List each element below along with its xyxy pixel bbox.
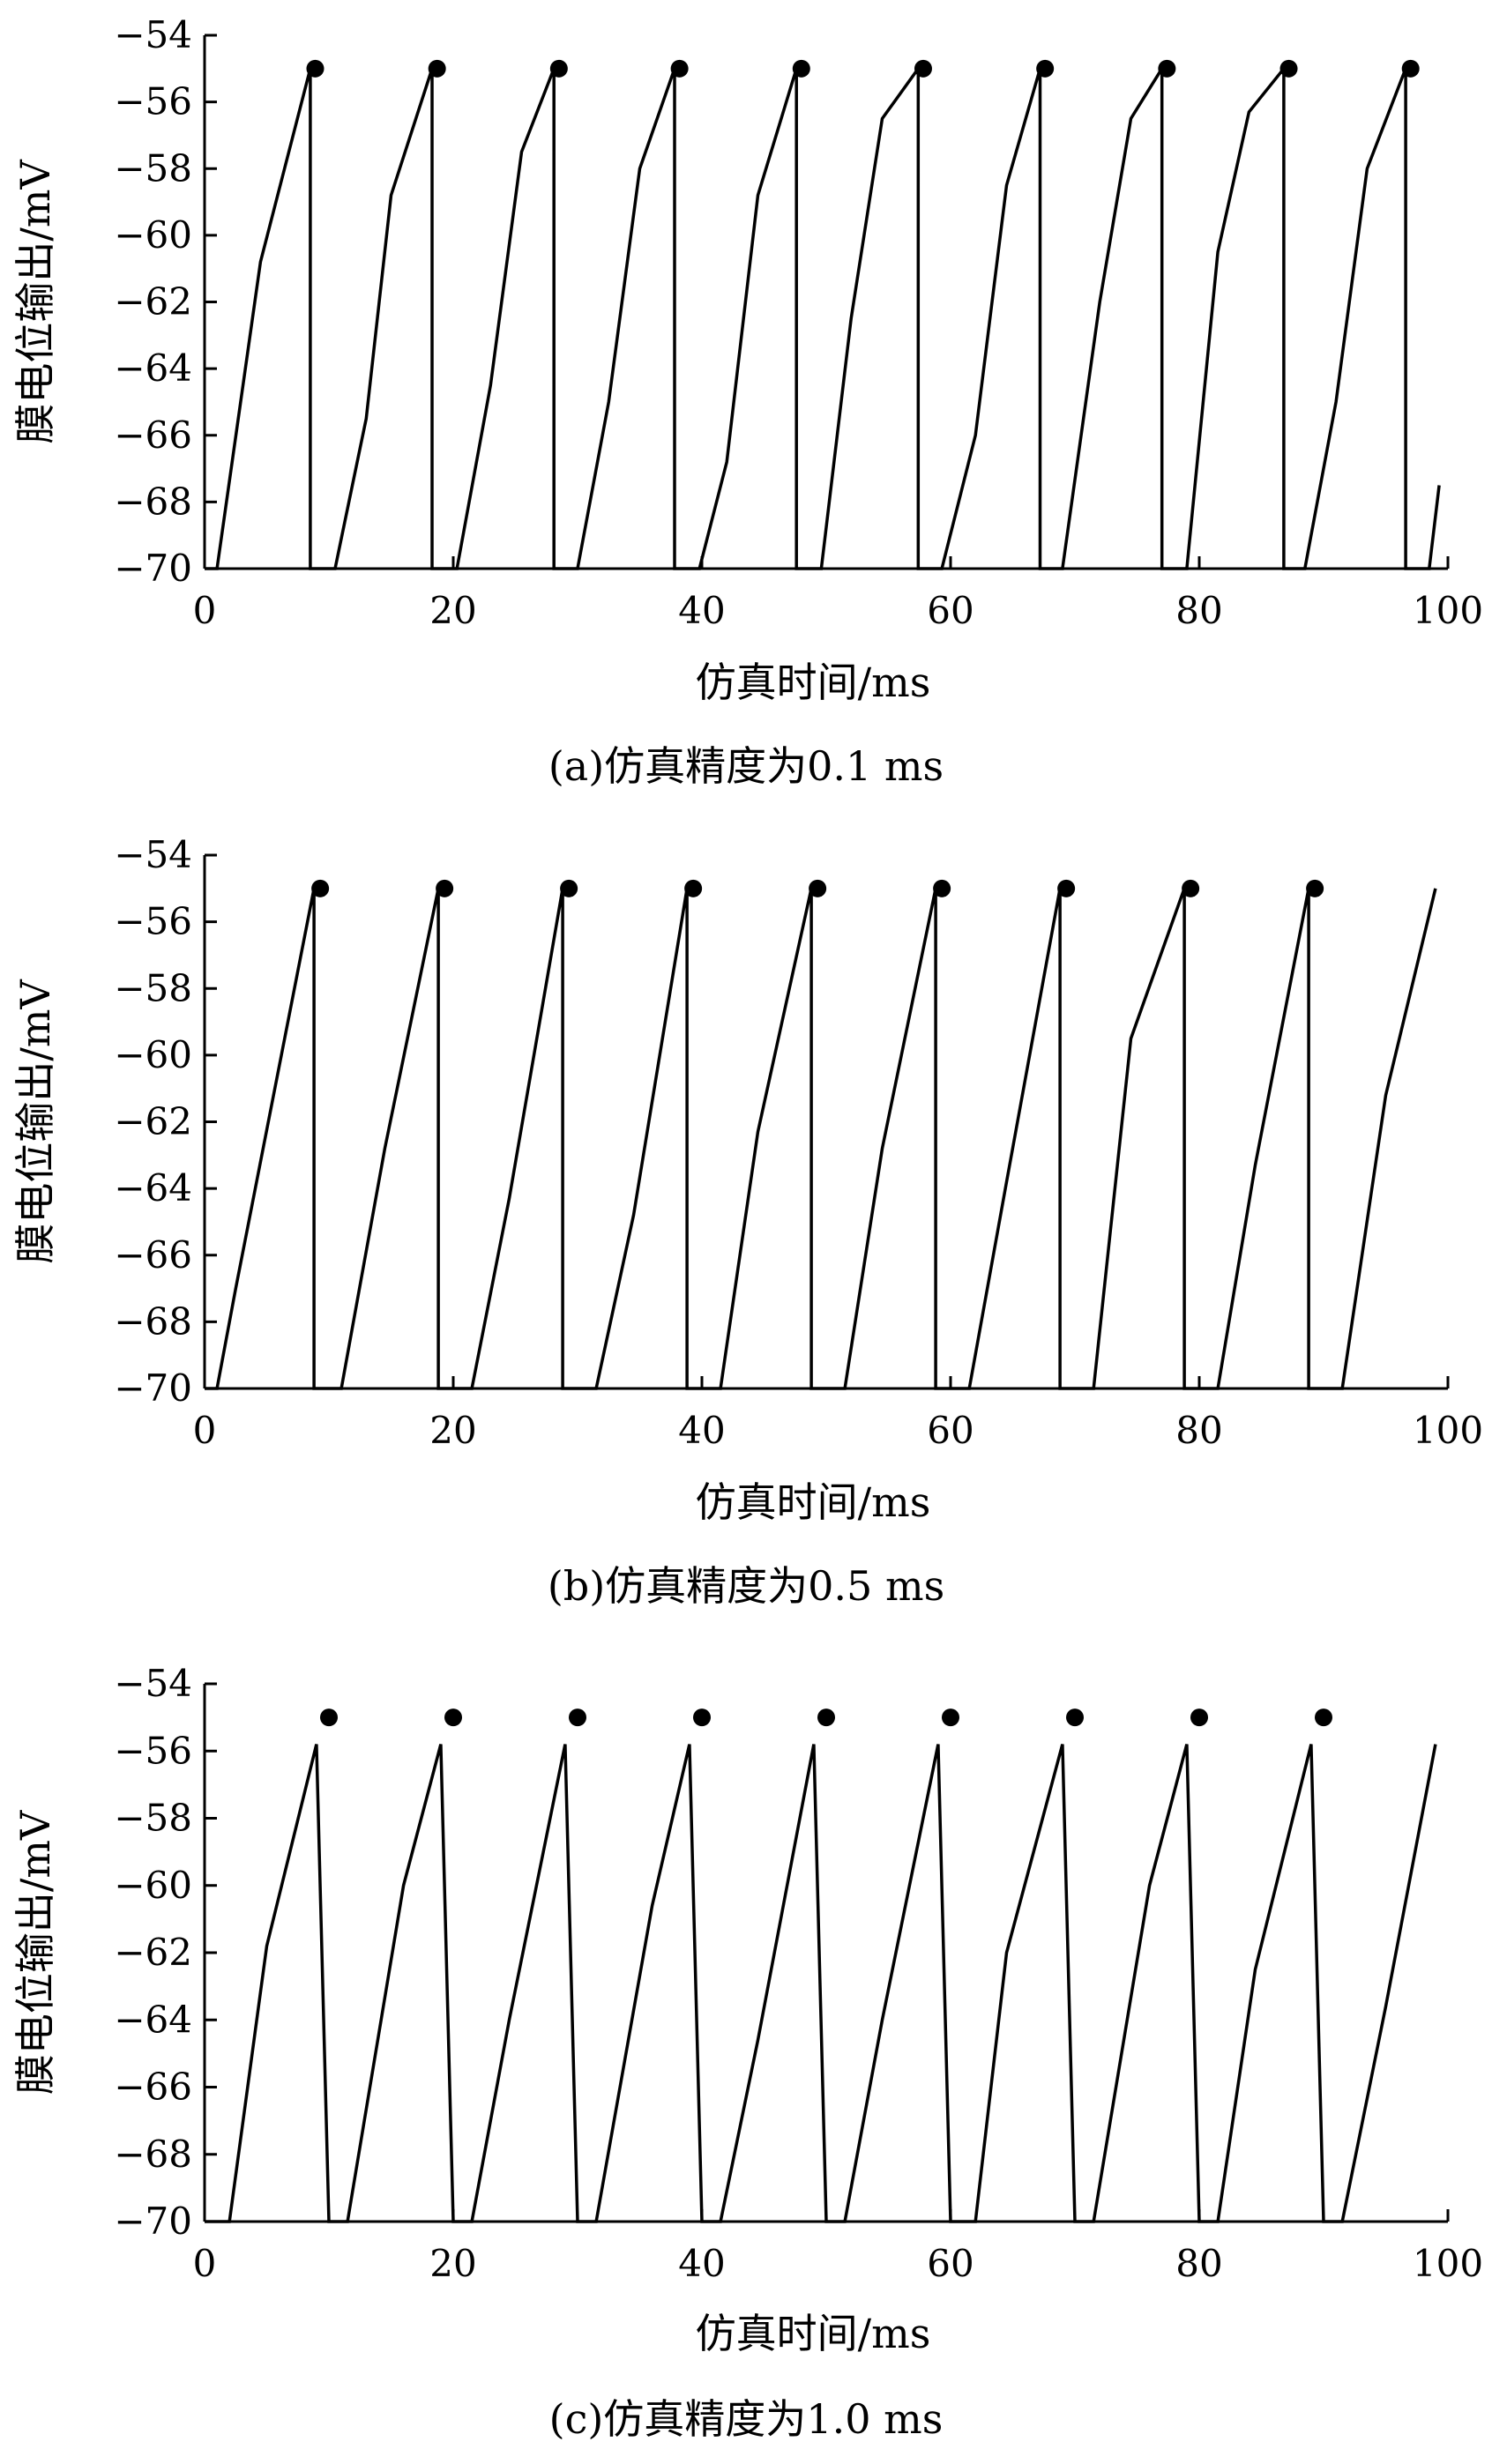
x-tick-label: 60 [927,2242,974,2285]
spike-marker [1036,59,1055,78]
x-tick-label: 60 [927,589,974,632]
spike-marker [809,879,827,897]
spike-marker [444,1708,462,1727]
spike-marker [320,1708,338,1727]
y-tick-label: −70 [114,2200,192,2243]
x-tick-label: 20 [429,589,476,632]
spike-marker [817,1708,835,1727]
spike-marker [1182,879,1200,897]
x-tick-label: 100 [1413,2242,1483,2285]
spike-marker [693,1708,711,1727]
membrane-potential-line [205,1744,1437,2223]
y-tick-label: −66 [114,1233,192,1277]
x-axis-label: 仿真时间/ms [696,2310,931,2357]
spike-marker [1315,1708,1332,1727]
spike-marker [428,59,446,78]
y-tick-label: −68 [114,2133,192,2176]
panel-3: −70 −68 −66 −64 −62 −60 −58 −56 −54 0 20 40 60 80 100 膜… [11,1662,1483,2443]
panel-caption: (c)仿真精度为1.0 ms [549,2395,944,2443]
y-tick-label: −58 [114,146,192,190]
y-tick-label: −54 [114,833,192,876]
spike-marker [942,1708,959,1727]
x-tick-label: 20 [429,1409,476,1452]
y-tick-label: −56 [114,1729,192,1772]
spike-marker [549,59,568,78]
y-tick-label: −70 [114,547,192,590]
x-tick-label: 100 [1413,589,1483,632]
panel-caption: (b)仿真精度为0.5 ms [548,1562,944,1610]
y-tick-label: −54 [114,13,192,56]
x-axis-label: 仿真时间/ms [696,1478,931,1526]
y-tick-label: −64 [114,1998,192,2041]
y-tick-label: −68 [114,1299,192,1343]
membrane-potential-line [205,63,1441,570]
panel-2: −70 −68 −66 −64 −62 −60 −58 −56 −54 0 20 40 60 80 100 膜… [11,833,1483,1610]
x-tick-label: 0 [193,2242,217,2285]
spike-marker [306,59,325,78]
y-tick-label: −64 [114,346,192,390]
y-axis-label: 膜电位输出/mV [11,1810,59,2095]
y-tick-label: −56 [114,900,192,943]
spike-marker [1306,879,1324,897]
y-tick-label: −60 [114,1033,192,1076]
y-tick-label: −66 [114,413,192,457]
spike-marker [436,879,454,897]
y-tick-label: −64 [114,1166,192,1210]
y-tick-label: −70 [114,1366,192,1410]
y-tick-label: −58 [114,966,192,1009]
spike-marker [1066,1708,1084,1727]
y-axis-label: 膜电位输出/mV [11,979,59,1264]
y-tick-label: −56 [114,80,192,123]
x-tick-label: 0 [193,1409,217,1452]
spike-marker [1279,59,1298,78]
y-tick-label: −68 [114,480,192,523]
spike-marker [311,879,330,897]
x-tick-label: 100 [1413,1409,1483,1452]
x-tick-label: 60 [927,1409,974,1452]
x-axis-label: 仿真时间/ms [696,659,931,706]
spike-marker [670,59,689,78]
y-tick-label: −60 [114,1864,192,1907]
y-axis-label: 膜电位输出/mV [11,160,59,444]
y-tick-label: −62 [114,1100,192,1143]
y-tick-label: −66 [114,2066,192,2109]
y-tick-label: −62 [114,1931,192,1974]
spike-marker [684,879,703,897]
y-tick-label: −62 [114,280,192,324]
spike-marker [933,879,951,897]
y-tick-label: −58 [114,1797,192,1840]
y-tick-label: −60 [114,213,192,257]
panel-caption: (a)仿真精度为0.1 ms [548,742,944,790]
panel-1: −70 −68 −66 −64 −62 −60 −58 −56 −54 0 20 40 60 80 100 膜… [11,13,1483,790]
spike-marker [1190,1708,1208,1727]
spike-marker [792,59,810,78]
spike-marker [1401,59,1420,78]
x-tick-label: 0 [193,589,217,632]
spike-marker [1158,59,1176,78]
x-tick-label: 80 [1175,2242,1222,2285]
y-tick-label: −54 [114,1662,192,1705]
spike-marker [569,1708,586,1727]
membrane-potential-line [205,888,1437,1390]
x-tick-label: 40 [678,2242,725,2285]
spike-marker [560,879,578,897]
spike-marker [914,59,932,78]
spike-marker [1057,879,1076,897]
x-tick-label: 80 [1175,1409,1222,1452]
x-tick-label: 20 [429,2242,476,2285]
x-tick-label: 40 [678,1409,725,1452]
x-tick-label: 80 [1175,589,1222,632]
x-tick-label: 40 [678,589,725,632]
